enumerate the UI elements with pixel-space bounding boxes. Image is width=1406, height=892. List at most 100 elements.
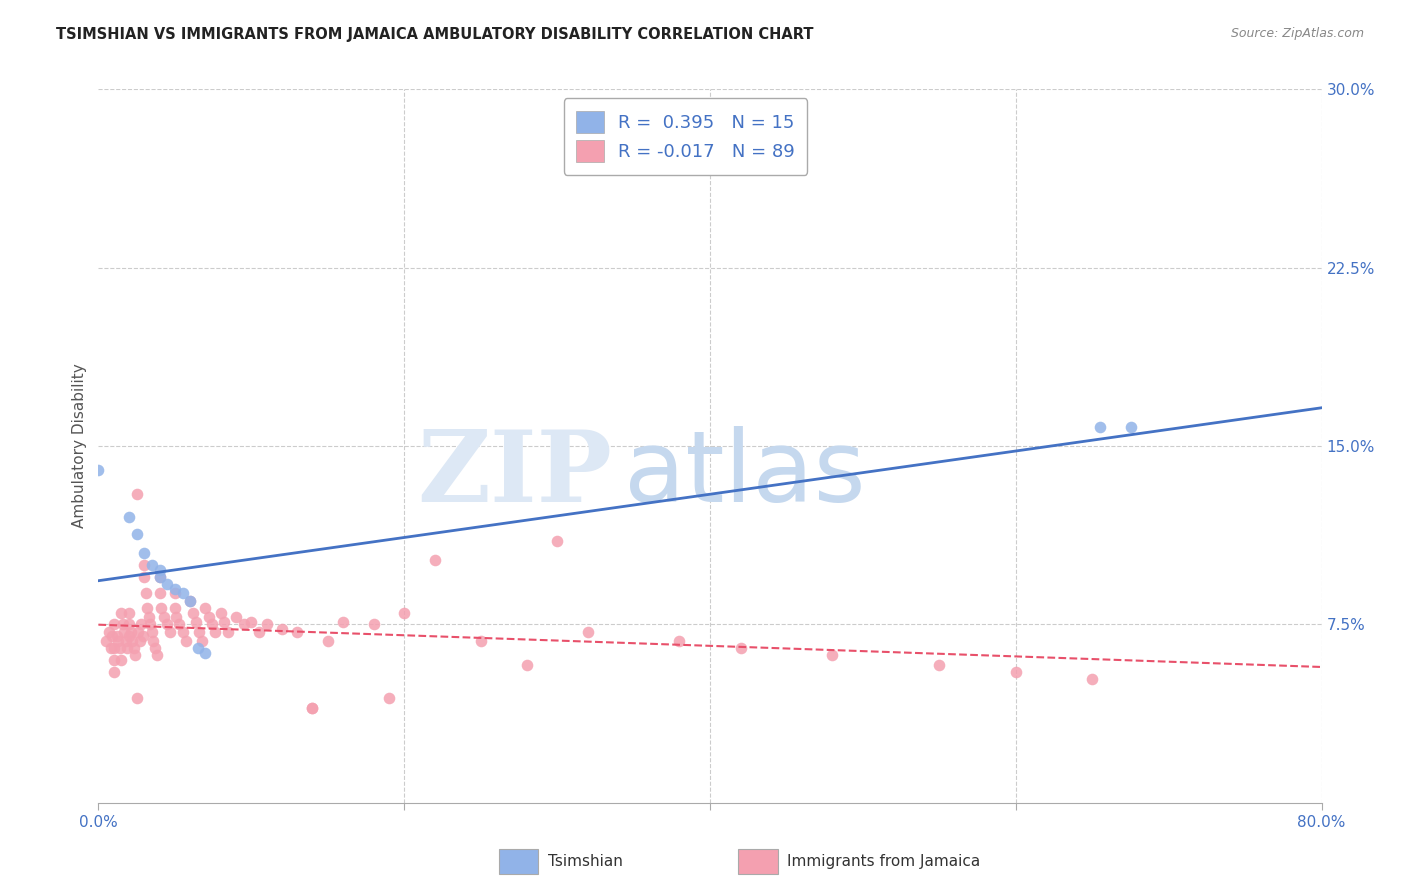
Point [98, 624, 121, 639]
Point [470, 634, 492, 648]
Point [115, 634, 138, 648]
Point [212, 615, 235, 629]
Point [149, 563, 172, 577]
Point [107, 634, 129, 648]
Point [197, 610, 219, 624]
Point [110, 653, 132, 667]
Point [188, 624, 211, 639]
Point [301, 700, 323, 714]
Point [141, 624, 163, 639]
Point [1004, 665, 1026, 679]
Point [149, 570, 172, 584]
Point [576, 624, 599, 639]
Point [516, 657, 538, 672]
Point [232, 617, 254, 632]
Point [301, 700, 323, 714]
Point [103, 617, 125, 632]
Point [225, 610, 247, 624]
Point [122, 641, 145, 656]
Point [127, 624, 149, 639]
Point [121, 634, 143, 648]
Point [149, 570, 172, 584]
Point [169, 617, 191, 632]
Point [103, 665, 125, 679]
Point [204, 624, 226, 639]
Point [150, 600, 173, 615]
Text: TSIMSHIAN VS IMMIGRANTS FROM JAMAICA AMBULATORY DISABILITY CORRELATION CHART: TSIMSHIAN VS IMMIGRANTS FROM JAMAICA AMB… [56, 27, 814, 42]
Point [159, 624, 181, 639]
Point [668, 634, 690, 648]
Point [240, 615, 263, 629]
Text: Source: ZipAtlas.com: Source: ZipAtlas.com [1230, 27, 1364, 40]
Point [174, 634, 197, 648]
Point [125, 527, 148, 541]
Point [172, 624, 194, 639]
Legend: R =  0.395   N = 15, R = -0.017   N = 89: R = 0.395 N = 15, R = -0.017 N = 89 [564, 98, 807, 175]
Point [103, 653, 125, 667]
Point [136, 600, 159, 615]
Point [143, 641, 166, 656]
Point [928, 657, 950, 672]
Text: Immigrants from Jamaica: Immigrants from Jamaica [787, 855, 980, 869]
Point [134, 570, 156, 584]
Point [135, 586, 157, 600]
Point [217, 624, 239, 639]
Point [134, 558, 156, 572]
Point [149, 586, 172, 600]
Point [145, 648, 167, 663]
Point [186, 615, 208, 629]
Point [270, 622, 292, 636]
Point [128, 634, 150, 648]
Point [163, 586, 186, 600]
Point [1088, 420, 1111, 434]
Point [1119, 420, 1142, 434]
Point [153, 610, 176, 624]
Point [105, 629, 128, 643]
Point [100, 641, 122, 656]
Point [118, 629, 141, 643]
Point [1081, 672, 1104, 686]
Point [187, 641, 209, 656]
Point [118, 617, 141, 632]
Point [138, 610, 160, 624]
Point [108, 641, 131, 656]
Point [117, 641, 139, 656]
Point [209, 606, 232, 620]
Point [125, 486, 148, 500]
Point [101, 629, 124, 643]
Point [156, 617, 179, 632]
Point [120, 624, 142, 639]
Point [141, 558, 163, 572]
Point [110, 606, 132, 620]
Point [118, 606, 141, 620]
Point [181, 606, 204, 620]
Point [378, 691, 401, 706]
Point [179, 593, 201, 607]
Point [87, 463, 110, 477]
Point [134, 546, 156, 560]
Point [363, 617, 385, 632]
Text: ZIP: ZIP [418, 426, 612, 523]
Text: atlas: atlas [624, 426, 866, 523]
Point [118, 510, 141, 524]
Point [124, 648, 146, 663]
Point [94, 634, 117, 648]
Point [103, 641, 125, 656]
Point [546, 534, 568, 549]
Point [423, 553, 446, 567]
Point [191, 634, 214, 648]
Point [139, 617, 162, 632]
Point [194, 646, 217, 660]
Point [316, 634, 339, 648]
Point [156, 577, 179, 591]
Point [247, 624, 270, 639]
Point [332, 615, 354, 629]
Text: Tsimshian: Tsimshian [548, 855, 623, 869]
Point [179, 593, 201, 607]
Point [172, 586, 194, 600]
Point [125, 691, 148, 706]
Point [194, 600, 217, 615]
Point [285, 624, 308, 639]
Point [163, 582, 186, 596]
Point [165, 610, 187, 624]
